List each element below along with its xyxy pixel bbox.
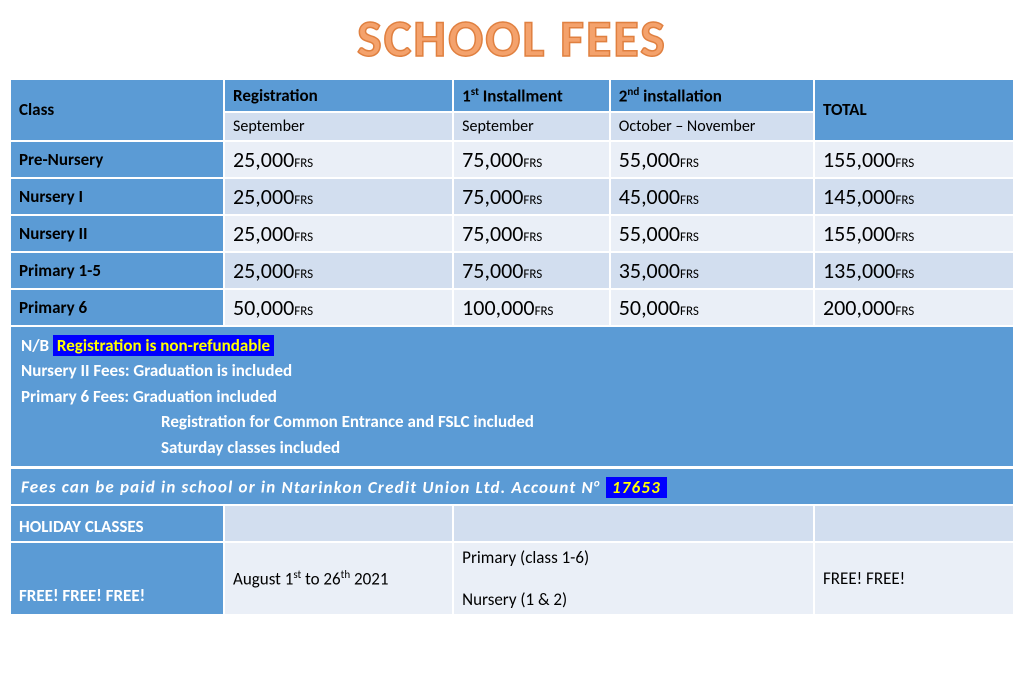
cell-reg: 50,000FRS [224,289,453,326]
cell-i1: 75,000FRS [453,178,610,215]
fees-table: Class Registration 1st Installment 2nd i… [9,78,1015,616]
cell-total: 200,000FRS [814,289,1014,326]
note-nursery2: Nursery II Fees: Graduation is included [21,360,292,381]
note-primary6: Primary 6 Fees: Graduation included [21,386,277,407]
holiday-label: HOLIDAY CLASSES [10,505,224,542]
cell-reg: 25,000FRS [224,215,453,252]
col-install1: 1st Installment [453,79,610,112]
holiday-blank [453,505,814,542]
table-row: Nursery II 25,000FRS 75,000FRS 55,000FRS… [10,215,1014,252]
account-number: 17653 [606,477,667,498]
cell-reg: 25,000FRS [224,141,453,178]
note-common-entrance: Registration for Common Entrance and FSL… [21,409,1003,435]
col-reg-sub: September [224,112,453,141]
cell-i1: 75,000FRS [453,141,610,178]
cell-total: 155,000FRS [814,215,1014,252]
holiday-free2: FREE! FREE! [814,542,1014,615]
col-total: TOTAL [814,79,1014,141]
table-row: Primary 6 50,000FRS 100,000FRS 50,000FRS… [10,289,1014,326]
holiday-classes-covered: Primary (class 1-6) Nursery (1 & 2) [453,542,814,615]
cell-i2: 50,000FRS [610,289,814,326]
col-install2: 2nd installation [610,79,814,112]
cell-class: Nursery II [10,215,224,252]
cell-i2: 35,000FRS [610,252,814,289]
note-nonrefundable: Registration is non-refundable [53,335,274,356]
payment-prefix: Fees can be paid in school or in [21,477,282,498]
col-i1-sub: September [453,112,610,141]
notes-block: N/B Registration is non-refundable Nurse… [10,326,1014,468]
col-registration: Registration [224,79,453,112]
cell-class: Pre-Nursery [10,141,224,178]
cell-class: Nursery I [10,178,224,215]
holiday-free-text: FREE! FREE! FREE! [10,542,224,615]
holiday-dates: August 1st to 26th 2021 [224,542,453,615]
cell-i1: 100,000FRS [453,289,610,326]
cell-i2: 55,000FRS [610,215,814,252]
col-i2-sub: October – November [610,112,814,141]
cell-class: Primary 6 [10,289,224,326]
cell-total: 135,000FRS [814,252,1014,289]
note-nb: N/B [21,335,53,356]
cell-total: 155,000FRS [814,141,1014,178]
cell-total: 145,000FRS [814,178,1014,215]
cell-reg: 25,000FRS [224,178,453,215]
holiday-blank [224,505,453,542]
note-saturday: Saturday classes included [21,435,1003,461]
cell-i1: 75,000FRS [453,252,610,289]
payment-info: Fees can be paid in school or in Ntarink… [10,468,1014,505]
cell-reg: 25,000FRS [224,252,453,289]
table-row: Primary 1-5 25,000FRS 75,000FRS 35,000FR… [10,252,1014,289]
table-row: Nursery I 25,000FRS 75,000FRS 45,000FRS … [10,178,1014,215]
page-title: SCHOOL FEES [0,0,1024,78]
cell-i1: 75,000FRS [453,215,610,252]
cell-i2: 55,000FRS [610,141,814,178]
payment-union: Ntarinkon Credit Union Ltd. Account No [282,477,606,498]
cell-class: Primary 1-5 [10,252,224,289]
col-class: Class [10,79,224,141]
cell-i2: 45,000FRS [610,178,814,215]
table-row: Pre-Nursery 25,000FRS 75,000FRS 55,000FR… [10,141,1014,178]
holiday-blank [814,505,1014,542]
